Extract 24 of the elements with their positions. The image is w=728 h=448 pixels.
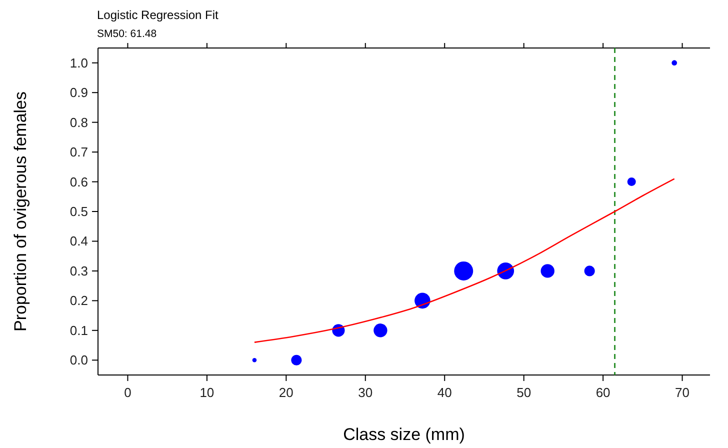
y-axis-title: Proportion of ovigerous females — [11, 91, 30, 332]
y-tick-label: 0.7 — [70, 144, 88, 160]
x-tick-label: 20 — [278, 385, 294, 400]
line-series — [254, 178, 675, 343]
y-tick-label: 0.0 — [70, 352, 88, 368]
chart-subtitle: SM50: 61.48 — [97, 28, 157, 40]
x-tick-label: 70 — [675, 385, 690, 400]
x-tick-label: 0 — [124, 385, 132, 400]
y-tick-label: 0.8 — [70, 114, 88, 130]
x-tick-label: 30 — [358, 385, 373, 400]
y-tick-label: 1.0 — [70, 55, 88, 70]
y-tick-label: 0.1 — [70, 322, 88, 338]
y-tick-label: 0.3 — [70, 263, 88, 278]
x-axis-title: Class size (mm) — [343, 425, 465, 444]
y-tick-label: 0.6 — [70, 174, 88, 190]
x-tick-label: 10 — [200, 385, 214, 400]
y-tick-label: 0.2 — [70, 293, 88, 308]
y-tick-label: 0.9 — [70, 85, 88, 100]
x-tick-label: 60 — [596, 385, 610, 400]
y-tick-label: 0.5 — [70, 204, 88, 219]
x-tick-label: 40 — [437, 385, 452, 400]
y-tick-label: 0.4 — [70, 234, 88, 249]
chart-title: Logistic Regression Fit — [97, 8, 220, 22]
x-tick-label: 50 — [516, 385, 532, 400]
